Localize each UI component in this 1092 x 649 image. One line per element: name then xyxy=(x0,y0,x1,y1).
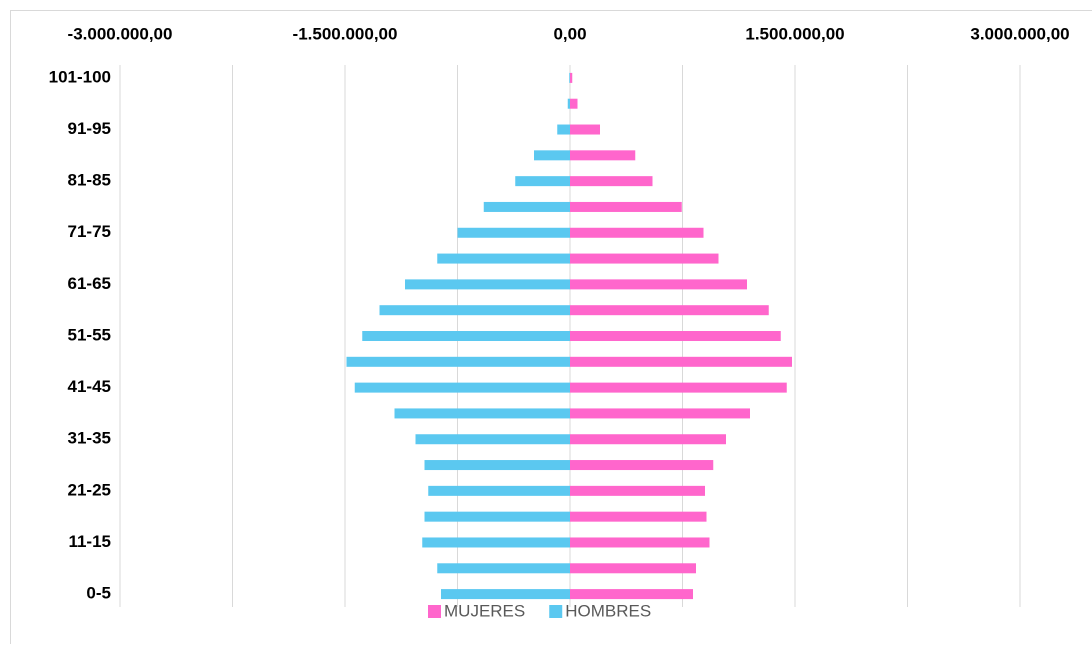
bar xyxy=(355,383,570,393)
legend-swatch xyxy=(428,605,441,618)
legend-label: HOMBRES xyxy=(565,601,651,620)
bar xyxy=(570,486,705,496)
x-tick-label: 3.000.000,00 xyxy=(970,24,1069,43)
bar xyxy=(570,563,696,573)
y-tick-label: 31-35 xyxy=(68,429,111,448)
bar xyxy=(570,99,578,109)
bar xyxy=(570,202,682,212)
y-tick-label: 101-100 xyxy=(49,67,111,86)
bar xyxy=(570,434,726,444)
bar xyxy=(570,228,704,238)
bar xyxy=(569,73,570,83)
bar xyxy=(380,305,571,315)
x-tick-label: -1.500.000,00 xyxy=(293,24,398,43)
y-tick-label: 21-25 xyxy=(68,480,111,499)
y-tick-label: 61-65 xyxy=(68,274,111,293)
y-tick-label: 0-5 xyxy=(86,584,111,603)
bar xyxy=(422,537,570,547)
legend-label: MUJERES xyxy=(444,601,525,620)
y-tick-label: 11-15 xyxy=(68,532,111,551)
x-tick-label: -3.000.000,00 xyxy=(68,24,173,43)
x-tick-label: 0,00 xyxy=(553,24,586,43)
y-tick-label: 41-45 xyxy=(68,377,111,396)
bar xyxy=(484,202,570,212)
bar xyxy=(570,176,653,186)
bar xyxy=(557,125,570,135)
bar xyxy=(570,73,572,83)
bar xyxy=(570,125,600,135)
bar xyxy=(570,537,710,547)
bar xyxy=(570,305,769,315)
bar xyxy=(570,357,792,367)
bar xyxy=(347,357,571,367)
bar xyxy=(425,460,571,470)
bar xyxy=(441,589,570,599)
bar xyxy=(570,460,713,470)
bar xyxy=(416,434,571,444)
bar xyxy=(570,383,787,393)
bar xyxy=(437,254,570,264)
bar xyxy=(570,254,719,264)
bar xyxy=(570,589,693,599)
bar xyxy=(568,99,570,109)
bar xyxy=(437,563,570,573)
bar xyxy=(570,408,750,418)
legend-swatch xyxy=(549,605,562,618)
x-tick-label: 1.500.000,00 xyxy=(745,24,844,43)
bar xyxy=(458,228,571,238)
bar xyxy=(570,279,747,289)
bar xyxy=(570,331,781,341)
bar xyxy=(405,279,570,289)
bar xyxy=(570,512,707,522)
bar xyxy=(395,408,571,418)
y-tick-label: 71-75 xyxy=(68,222,111,241)
bar xyxy=(570,150,635,160)
y-tick-label: 51-55 xyxy=(68,325,111,344)
bar xyxy=(515,176,570,186)
chart-frame xyxy=(11,11,1092,645)
bar xyxy=(362,331,570,341)
y-tick-label: 91-95 xyxy=(68,119,111,138)
bar xyxy=(425,512,571,522)
bar xyxy=(428,486,570,496)
y-tick-label: 81-85 xyxy=(68,171,111,190)
bar xyxy=(534,150,570,160)
